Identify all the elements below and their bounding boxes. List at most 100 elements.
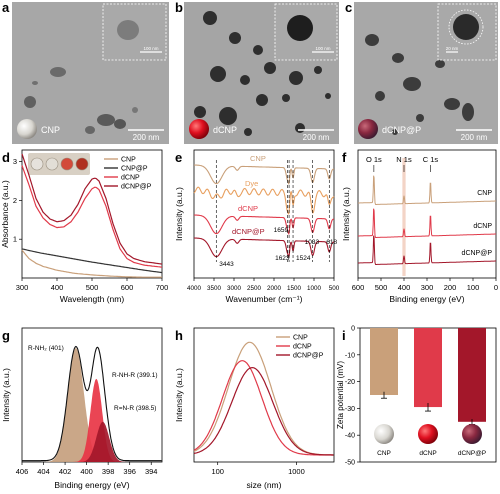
xtick-label-e: 1000 <box>307 285 322 292</box>
line-e-Dye <box>193 186 335 215</box>
xtick-label-e: 500 <box>329 285 340 292</box>
legend-label-d: CNP <box>121 157 136 164</box>
ytick-label-i: -30 <box>345 406 355 413</box>
panel-letter-h: h <box>175 328 183 343</box>
series-label-f: dCNP <box>473 223 492 230</box>
xtick-label-h: 1000 <box>288 467 305 476</box>
peak-label-e: 1033 <box>305 239 320 246</box>
inset-particle-c <box>453 14 479 40</box>
peak-label-e: 618 <box>326 239 337 246</box>
xtick-label-g: 404 <box>37 467 50 476</box>
x-axis-label-g: Binding energy (eV) <box>54 480 129 490</box>
xtick-label-d: 400 <box>51 283 64 292</box>
y-axis-label-d: Absorbance (a.u.) <box>0 180 10 248</box>
scale-label-b: 200 nm <box>303 133 330 142</box>
sphere-icon-dark-red <box>358 119 378 139</box>
category-label-i: dCNP <box>419 450 436 457</box>
peak-label-f: C 1s <box>423 155 439 164</box>
legend-label-d: CNP@P <box>121 166 148 173</box>
series-label-e: dCNP <box>238 204 258 213</box>
legend-label-h: dCNP <box>293 344 312 351</box>
ytick-label-i: -40 <box>345 433 355 440</box>
legend-label-h: CNP <box>293 335 308 342</box>
series-label-e: dCNP@P <box>232 227 265 236</box>
xtick-label-f: 0 <box>494 283 498 292</box>
panel-letter-c: c <box>345 0 352 15</box>
xtick-label-g: 400 <box>80 467 93 476</box>
peak-label-f: N 1s <box>396 155 412 164</box>
xtick-label-f: 600 <box>352 283 365 292</box>
series-label-f: CNP <box>477 190 492 197</box>
chart-g: g R-NH₂ (401) R-NH-R (399.1) R=N-R (398.5)… <box>1 327 163 490</box>
panel-c: c 20 nm dCNP@P 200 nm <box>345 0 498 144</box>
y-axis-label-i: Zeta potential (mV) <box>336 361 345 429</box>
line-d-CNP@P <box>21 248 163 274</box>
x-axis-label-d: Wavelength (nm) <box>60 294 125 304</box>
sphere-icon-red-i <box>418 424 438 444</box>
series-label-e: Dye <box>245 179 258 188</box>
tem-particles-c <box>365 34 474 135</box>
xtick-label-f: 500 <box>375 283 388 292</box>
panel-letter-d: d <box>2 150 10 165</box>
panel-b: b 100 nm dCNP 200 nm <box>175 0 339 144</box>
line-d-dCNP@P <box>21 153 163 265</box>
plot-frame-e <box>193 149 335 279</box>
area-component-2 <box>22 421 162 462</box>
sphere-icon-white <box>17 119 37 139</box>
y-axis-label-g: Intensity (a.u.) <box>1 368 11 422</box>
inset-particle-a <box>117 20 139 40</box>
xtick-label-d: 700 <box>156 283 169 292</box>
x-axis-label-e: Wavenumber (cm⁻¹) <box>226 294 303 304</box>
ytick-label-i: -10 <box>345 352 355 359</box>
sphere-icon-dark-i <box>462 424 482 444</box>
line-f-dCNP@P <box>358 235 496 265</box>
ytick-label-i: 0 <box>351 326 355 333</box>
xtick-label-e: 3000 <box>227 285 242 292</box>
ytick-label-d: 2 <box>13 196 17 205</box>
xtick-label-f: 200 <box>444 283 457 292</box>
x-axis-label-h: size (nm) <box>247 480 282 490</box>
plot-frame-h <box>193 327 335 463</box>
line-e-dCNP <box>194 214 335 236</box>
component-label-g: R-NH₂ (401) <box>28 345 64 352</box>
category-label-i: dCNP@P <box>458 450 486 457</box>
sample-label-c: dCNP@P <box>382 125 421 135</box>
inset-scale-c: 20 nm <box>446 46 459 51</box>
peak-label-e: 1623 <box>275 255 290 262</box>
vials-photo <box>28 153 90 175</box>
scale-label-a: 200 nm <box>133 133 160 142</box>
panel-letter-i: i <box>342 328 346 343</box>
legend-label-d: dCNP <box>121 175 140 182</box>
y-axis-label-f: Intensity (a.u.) <box>341 187 351 241</box>
tem-particles-a <box>24 67 138 134</box>
sample-label-a: CNP <box>41 125 60 135</box>
xtick-label-g: 396 <box>123 467 136 476</box>
line-e-dCNP@P <box>194 237 335 259</box>
panel-letter-g: g <box>2 328 10 343</box>
chart-h: h 100 1000 CNP dCNP dCNP@P size (nm) Intens… <box>174 327 335 490</box>
chart-e: e CNP Dye dCNP dCNP@P 3443 1659 1623 1524 1033 6… <box>174 149 340 304</box>
xtick-label-g: 398 <box>102 467 115 476</box>
x-axis-label-f: Binding energy (eV) <box>389 294 464 304</box>
inset-scale-b: 100 nm <box>315 46 330 51</box>
peak-label-e: 1524 <box>296 255 311 262</box>
ytick-label-d: 3 <box>13 157 17 166</box>
line-h-dCNP@P <box>193 366 334 456</box>
n1s-highlight-band <box>402 158 406 276</box>
xtick-label-e: 4000 <box>187 285 202 292</box>
panel-letter-b: b <box>175 0 183 15</box>
bar-dCNP <box>414 328 442 408</box>
series-label-e: CNP <box>250 154 266 163</box>
line-f-CNP <box>358 175 496 205</box>
xtick-label-h: 100 <box>211 467 224 476</box>
y-axis-label-h: Intensity (a.u.) <box>174 368 184 422</box>
line-f-dCNP <box>358 208 496 238</box>
panel-a: a 100 nm CNP 200 nm <box>2 0 169 144</box>
area-component-1 <box>22 378 162 462</box>
scale-label-c: 200 nm <box>461 133 488 142</box>
bar-dCNP@P <box>458 328 486 422</box>
sample-label-b: dCNP <box>213 125 237 135</box>
xtick-label-g: 394 <box>145 467 158 476</box>
category-label-i: CNP <box>377 450 391 457</box>
